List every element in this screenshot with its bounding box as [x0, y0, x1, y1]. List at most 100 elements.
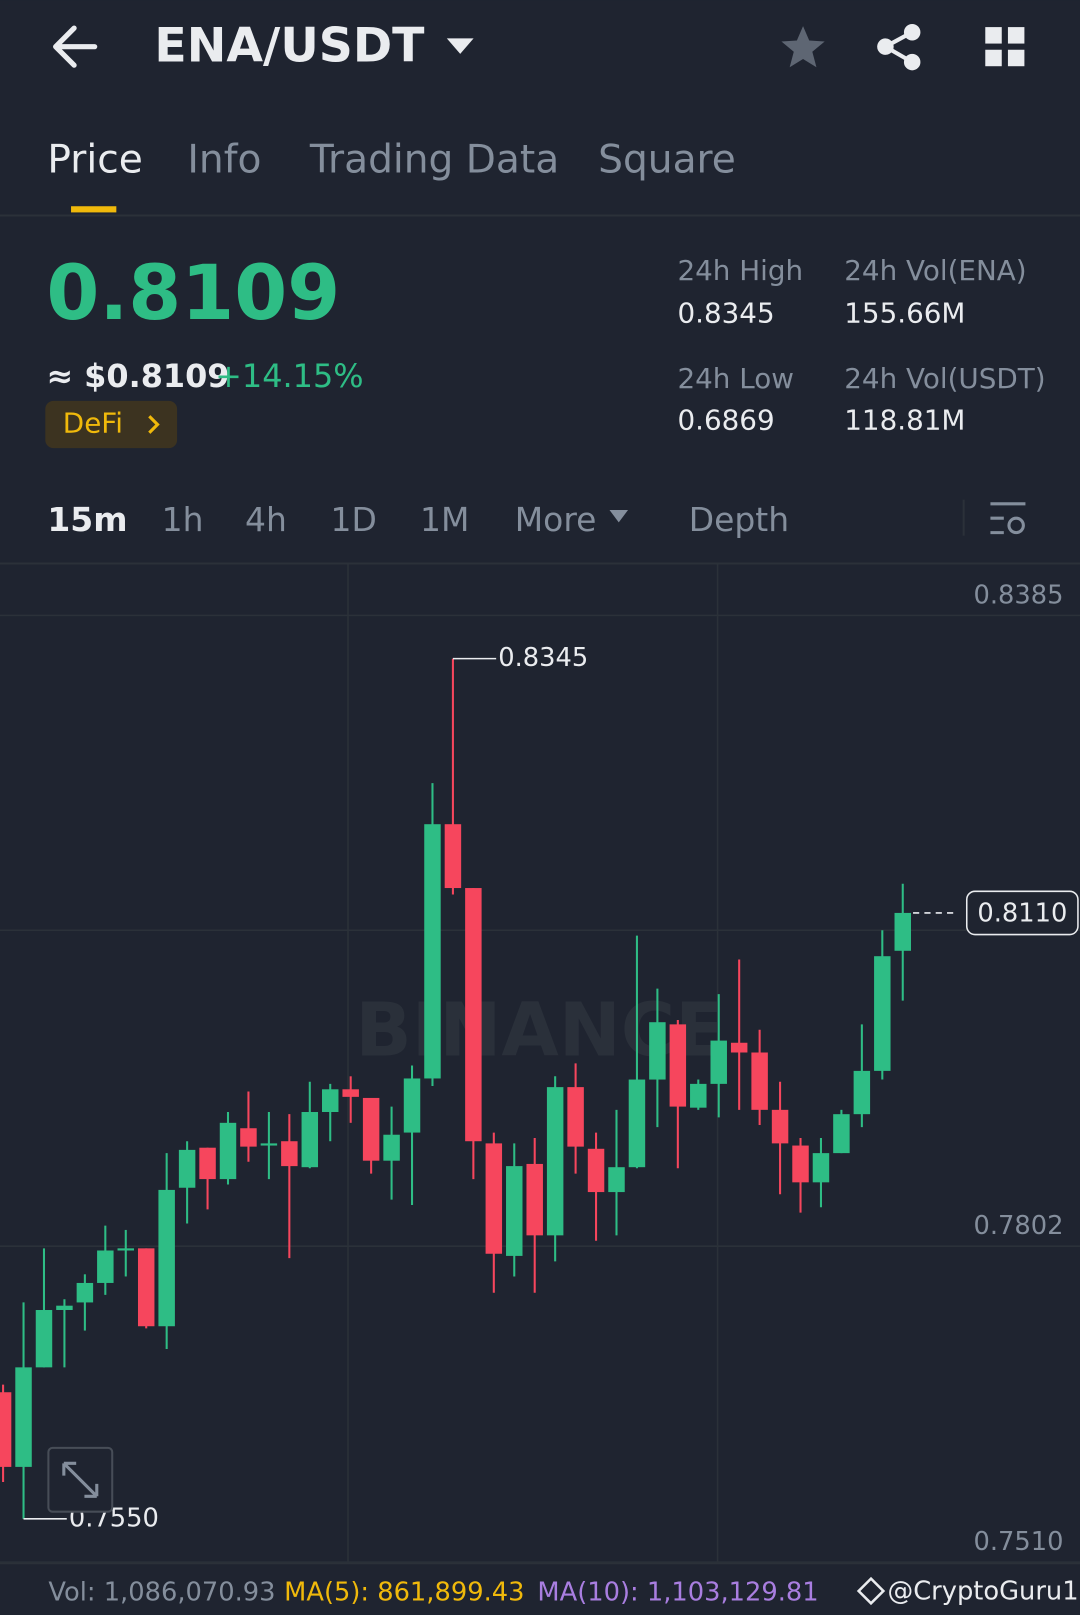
- grid-icon[interactable]: [985, 27, 1025, 67]
- candle-body: [771, 1109, 789, 1144]
- more-dropdown[interactable]: [609, 509, 629, 523]
- candle-body: [710, 1040, 727, 1084]
- candle-body: [751, 1052, 768, 1110]
- last-price-box: [965, 890, 1079, 936]
- grid-cell: [1007, 49, 1025, 67]
- tag-label: DeFi: [63, 407, 123, 440]
- candle-body: [362, 1097, 380, 1161]
- candle-body: [322, 1089, 339, 1113]
- candle-body: [894, 912, 911, 951]
- candle-body: [117, 1248, 135, 1251]
- stat-value: 118.81M: [844, 403, 965, 436]
- settings-gear: [1007, 516, 1025, 535]
- grid-cell: [985, 49, 1002, 67]
- tab[interactable]: Square: [598, 137, 736, 182]
- price-change: +14.15%: [215, 357, 363, 395]
- candle-body: [649, 1022, 666, 1080]
- interval[interactable]: 15m: [47, 500, 127, 539]
- tab[interactable]: Trading Data: [309, 137, 559, 182]
- candle-body: [240, 1128, 257, 1147]
- candle-body: [76, 1282, 94, 1303]
- tab-indicator: [71, 206, 117, 213]
- credit: @CryptoGuru12: [887, 1577, 1080, 1607]
- candle-body: [465, 888, 482, 1142]
- candle-body: [628, 1079, 646, 1168]
- candle-body: [219, 1122, 237, 1180]
- grid-cell: [985, 27, 1002, 44]
- candle-body: [444, 824, 462, 889]
- fullscreen-icon: [62, 1461, 99, 1498]
- interval[interactable]: Depth: [689, 500, 789, 539]
- share-lines: [881, 30, 914, 64]
- candle-body: [301, 1112, 319, 1168]
- tag-chip[interactable]: [45, 400, 178, 449]
- y-tick-label: 0.7510: [974, 1527, 1064, 1557]
- pair-title[interactable]: ENA/USDT: [154, 19, 425, 74]
- candle-body: [587, 1148, 605, 1193]
- candle-body: [874, 956, 891, 1071]
- last-price: 0.8109: [46, 248, 340, 337]
- candle-body: [608, 1167, 625, 1193]
- candle-body: [260, 1143, 278, 1146]
- candle-body: [56, 1305, 73, 1311]
- candle-body: [15, 1367, 32, 1467]
- candle-body: [853, 1070, 871, 1115]
- candle-body: [97, 1250, 114, 1283]
- interval[interactable]: More: [515, 500, 597, 539]
- candle-body: [158, 1189, 175, 1327]
- back-button[interactable]: [53, 25, 98, 68]
- tab[interactable]: Info: [187, 137, 261, 182]
- candle-body: [833, 1114, 850, 1154]
- candle-body: [403, 1078, 421, 1133]
- stat-label: 24h Vol(USDT): [844, 362, 1045, 395]
- y-tick-label: 0.7802: [974, 1211, 1064, 1241]
- volume-value: Vol: 1,086,070.93: [48, 1578, 275, 1608]
- tag-arrow: [148, 415, 160, 434]
- candle-body: [424, 824, 441, 1079]
- candle-body: [199, 1147, 216, 1180]
- candle-body: [546, 1087, 564, 1236]
- candle-body: [485, 1143, 503, 1254]
- last-price-label: 0.8110: [977, 898, 1067, 928]
- candle-body: [730, 1042, 748, 1053]
- candle-body: [281, 1141, 298, 1167]
- stat-value: 155.66M: [844, 296, 965, 329]
- interval[interactable]: 1M: [420, 500, 469, 539]
- settings-icon[interactable]: [990, 502, 1026, 535]
- stat-label: 24h Vol(ENA): [844, 254, 1026, 287]
- pair-dropdown[interactable]: [446, 38, 474, 54]
- candle-body: [383, 1134, 400, 1161]
- candle-body: [35, 1310, 53, 1368]
- interval[interactable]: 1D: [330, 500, 376, 539]
- candle-body: [812, 1153, 830, 1183]
- high-label: 0.8345: [498, 643, 588, 673]
- candle-body: [342, 1089, 359, 1097]
- candle-body: [567, 1087, 584, 1147]
- favorite-icon[interactable]: [781, 26, 825, 68]
- stat-label: 24h High: [677, 254, 803, 287]
- stat-label: 24h Low: [677, 362, 794, 395]
- tab[interactable]: Price: [47, 137, 142, 182]
- interval[interactable]: 1h: [162, 500, 204, 539]
- fiat-price: ≈ $0.8109: [46, 357, 229, 395]
- stat-value: 0.6869: [677, 403, 774, 436]
- grid-cell: [1007, 27, 1025, 44]
- y-tick-label: 0.8385: [974, 580, 1064, 610]
- candle-body: [0, 1392, 12, 1467]
- candle-body: [792, 1145, 809, 1183]
- credit-logo: [856, 1576, 886, 1606]
- candle-body: [137, 1248, 155, 1327]
- share-icon[interactable]: [877, 24, 921, 71]
- candle-body: [506, 1166, 523, 1256]
- candlestick-chart: 0.83850.80940.78020.75100.83450.75500.81…: [0, 580, 1080, 1563]
- ma5-value: MA(5): 861,899.43: [284, 1578, 524, 1608]
- ma10-value: MA(10): 1,103,129.81: [537, 1578, 818, 1608]
- candle-body: [690, 1083, 707, 1108]
- candle-body: [178, 1149, 196, 1188]
- settings-lines: [990, 502, 1026, 535]
- stat-value: 0.8345: [677, 296, 774, 329]
- interval[interactable]: 4h: [245, 500, 287, 539]
